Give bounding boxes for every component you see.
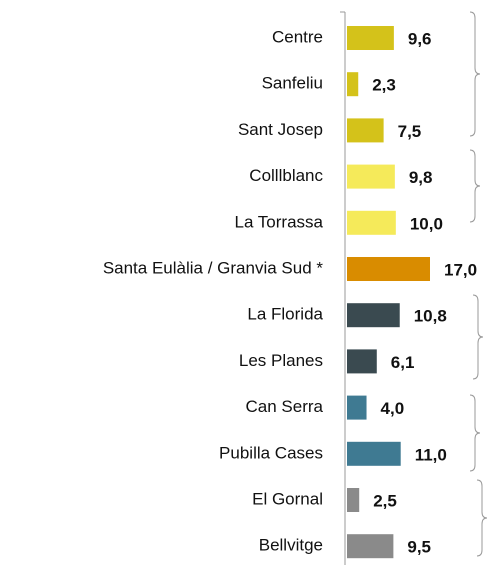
bar xyxy=(347,303,400,328)
value-label: 9,5 xyxy=(407,538,431,557)
category-label: Can Serra xyxy=(246,397,324,416)
value-label: 9,6 xyxy=(408,29,432,48)
value-label: 10,8 xyxy=(414,307,447,326)
bar xyxy=(347,488,360,512)
category-label: El Gornal xyxy=(252,489,323,508)
category-label: Colllblanc xyxy=(249,166,323,185)
bar xyxy=(347,441,401,466)
group-brace xyxy=(469,394,481,472)
group-brace xyxy=(469,149,481,223)
bar xyxy=(347,72,359,97)
category-label: Les Planes xyxy=(239,351,323,370)
category-label: La Torrassa xyxy=(234,212,323,231)
bar xyxy=(347,349,377,374)
value-label: 10,0 xyxy=(410,214,443,233)
bar xyxy=(347,164,395,189)
value-label: 2,5 xyxy=(373,491,397,510)
bar xyxy=(347,395,367,420)
category-label: Bellvitge xyxy=(259,536,323,555)
category-label: Pubilla Cases xyxy=(219,443,323,462)
category-label: Sant Josep xyxy=(238,120,323,139)
group-brace xyxy=(472,294,484,380)
value-label: 7,5 xyxy=(398,122,422,141)
group-brace xyxy=(469,11,481,137)
bar xyxy=(347,118,384,143)
category-label: Sanfeliu xyxy=(262,74,323,93)
group-brace xyxy=(476,479,488,557)
category-label: Centre xyxy=(272,27,323,46)
value-label: 17,0 xyxy=(444,260,477,279)
value-label: 11,0 xyxy=(415,445,447,464)
value-label: 2,3 xyxy=(372,76,396,95)
bar xyxy=(347,26,394,50)
category-label: Santa Eulàlia / Granvia Sud * xyxy=(103,258,324,277)
value-label: 9,8 xyxy=(409,168,433,187)
bar xyxy=(347,534,394,559)
value-label: 4,0 xyxy=(381,399,405,418)
bar xyxy=(347,257,430,281)
bar xyxy=(347,210,396,235)
value-label: 6,1 xyxy=(391,353,415,372)
category-label: La Florida xyxy=(247,305,323,324)
